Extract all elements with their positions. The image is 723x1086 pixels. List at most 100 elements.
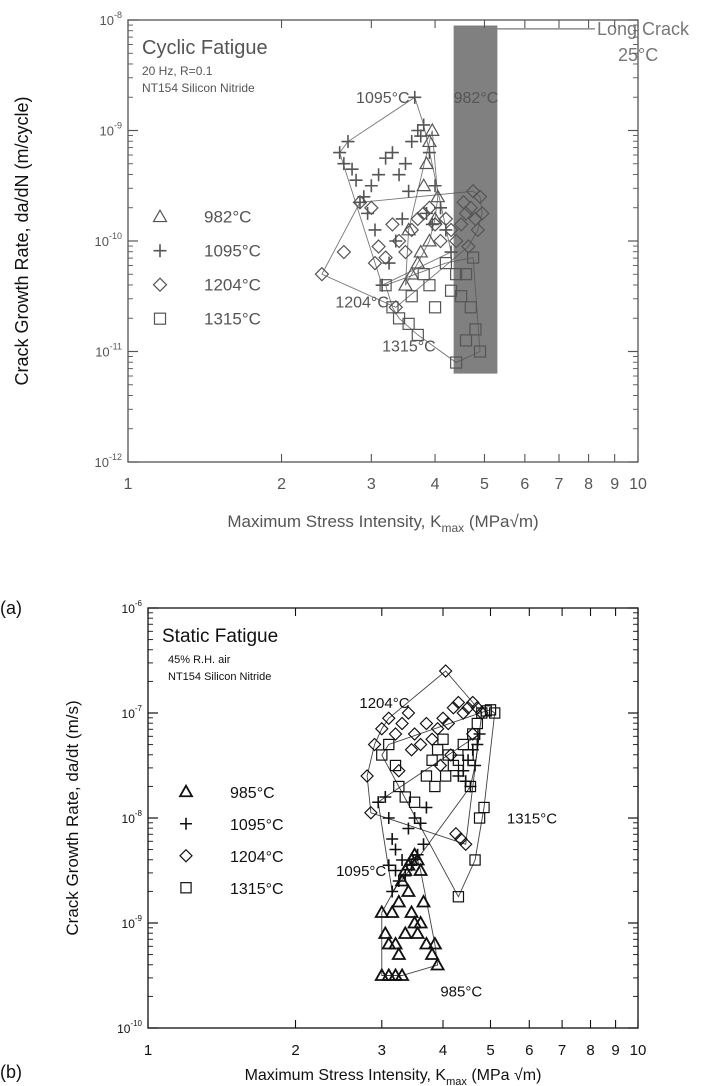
panel-label-a: (a) (0, 598, 22, 618)
series-annotation: 982°C (454, 90, 499, 107)
x-tick-label: 5 (486, 1042, 494, 1059)
data-point-triangle (403, 904, 420, 918)
data-point-diamond (374, 721, 389, 736)
data-point-plus (444, 245, 458, 259)
data-point-plus (349, 173, 363, 187)
x-tick-label: 4 (439, 1042, 447, 1059)
series-square (376, 704, 501, 903)
data-point-plus (398, 157, 412, 171)
data-point-triangle (427, 936, 443, 950)
series-triangle (397, 122, 446, 291)
data-point-triangle (416, 178, 432, 192)
data-point-square (399, 791, 411, 803)
data-point-diamond (404, 222, 420, 238)
data-point-diamond (391, 233, 407, 249)
data-point-square (439, 256, 452, 270)
data-point-plus (399, 869, 412, 882)
y-tick-label: 10-10 (95, 231, 122, 249)
data-point-square (464, 301, 477, 314)
data-point-plus (417, 838, 430, 851)
data-point-diamond (407, 727, 422, 741)
x-tick-label: 10 (629, 476, 647, 493)
data-point-diamond (451, 695, 466, 710)
data-point-plus (422, 146, 436, 160)
chart-a: Long Crack 25°C 1 2 3 4 5 6 7 8 9 10 10-12 10-11 10-10… (12, 10, 690, 535)
x-axis-label: Maximum Stress Intensity, Kmax (MPa√m) (227, 512, 538, 535)
data-point-square (376, 749, 388, 761)
data-point-diamond (404, 742, 419, 757)
x-tick-label: 6 (520, 476, 529, 493)
data-point-diamond (461, 239, 476, 254)
data-point-triangle (418, 936, 434, 950)
legend-marker-diamond (152, 277, 168, 293)
x-tick-label: 8 (586, 1042, 594, 1059)
data-point-triangle (410, 852, 426, 866)
data-point-triangle (413, 244, 429, 258)
data-point-triangle (397, 925, 413, 939)
data-point-plus (385, 146, 399, 160)
data-point-triangle (391, 894, 407, 908)
data-point-plus (405, 859, 418, 872)
data-point-diamond (465, 183, 481, 199)
data-point-diamond (441, 716, 456, 731)
x-tick-label: 6 (525, 1042, 533, 1059)
data-point-triangle (421, 233, 437, 247)
data-point-diamond (449, 826, 463, 841)
data-point-triangle (424, 122, 440, 136)
data-point-square (420, 770, 433, 782)
data-point-square (408, 796, 421, 808)
y-tick-label: 10-8 (100, 10, 122, 28)
legend-marker-triangle (152, 208, 168, 223)
data-point-diamond (470, 222, 486, 238)
data-point-diamond (443, 222, 459, 238)
chart-subtitle-0: 20 Hz, R=0.1 (142, 64, 213, 78)
data-point-diamond (438, 211, 454, 227)
data-point-square (405, 290, 418, 303)
data-point-square (439, 770, 452, 782)
data-point-diamond (371, 239, 386, 254)
x-tick-label: 9 (611, 1042, 619, 1059)
data-point-triangle (430, 189, 446, 203)
data-point-triangle (394, 967, 410, 981)
data-point-square (444, 284, 458, 297)
envelope-triangle (405, 130, 439, 286)
data-point-diamond (433, 233, 448, 249)
data-point-diamond (419, 716, 434, 731)
x-tick-label: 3 (378, 1042, 386, 1059)
data-point-diamond (453, 217, 469, 232)
y-tick-label: 10-6 (122, 599, 143, 616)
chart-subtitle-0: 45% R.H. air (168, 654, 231, 666)
data-point-diamond (367, 255, 383, 271)
series-annotation: 1095°C (336, 863, 386, 880)
series-diamond (314, 183, 490, 315)
x-tick-label: 9 (610, 476, 619, 493)
legend-marker-triangle (178, 783, 194, 798)
data-point-square (450, 356, 463, 369)
data-point-diamond (388, 727, 403, 741)
data-point-square (466, 251, 480, 264)
data-point-square (393, 780, 405, 793)
y-tick-label: 10-9 (100, 121, 122, 139)
data-point-square (452, 891, 465, 903)
data-point-plus (411, 124, 425, 137)
data-point-plus (379, 791, 392, 803)
data-point-plus (417, 118, 431, 132)
data-point-diamond (425, 732, 439, 747)
legend-label: 985°C (230, 785, 275, 802)
data-point-plus (392, 168, 406, 182)
data-point-diamond (401, 706, 416, 720)
series-annotation: 1315°C (382, 339, 436, 356)
data-point-plus (389, 234, 403, 248)
x-tick-label: 4 (431, 476, 440, 493)
data-point-triangle (410, 925, 426, 939)
chart-subtitle-1: NT154 Silicon Nitride (168, 671, 271, 683)
data-point-square (423, 279, 436, 292)
data-point-diamond (364, 805, 378, 820)
y-tick-label: 10-10 (117, 1019, 142, 1036)
data-point-plus (341, 135, 355, 149)
chart-title: Static Fatigue (162, 626, 278, 647)
legend-label: 1204°C (230, 849, 284, 866)
data-point-diamond (461, 700, 475, 715)
data-point-square (429, 780, 441, 793)
